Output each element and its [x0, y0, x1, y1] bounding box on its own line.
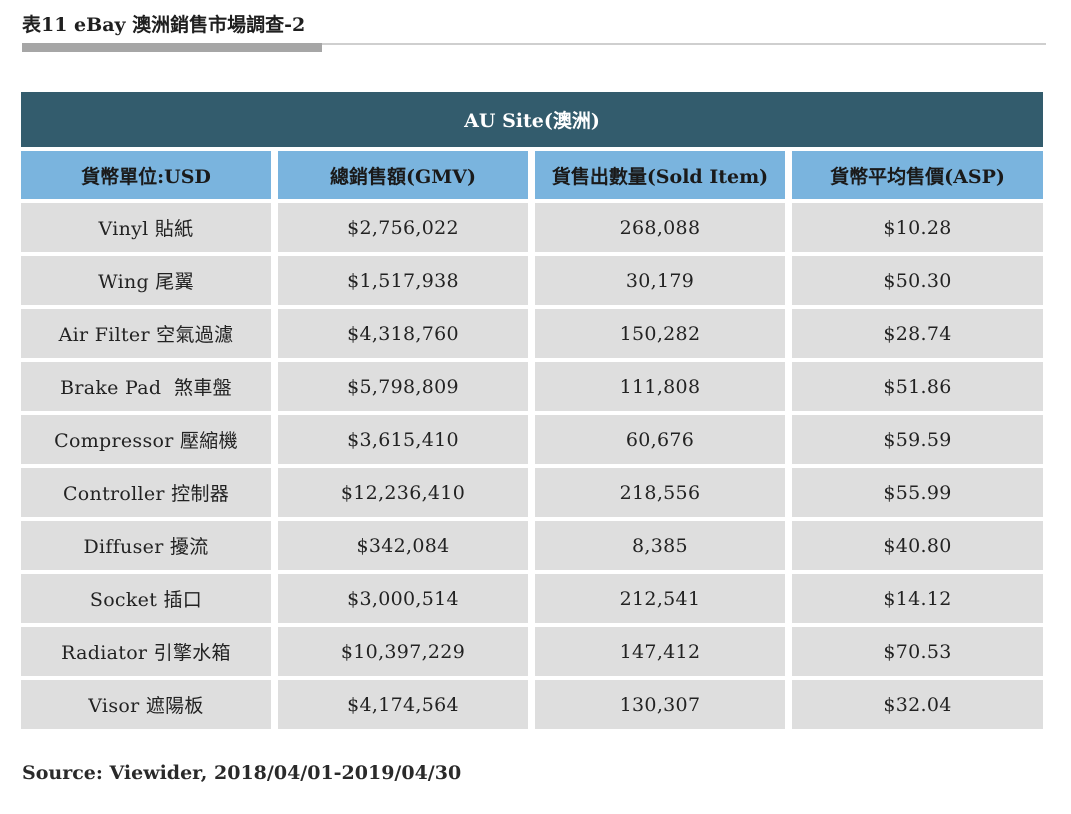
cell-gmv: $10,397,229	[278, 627, 528, 676]
cell-gmv: $4,318,760	[278, 309, 528, 358]
cell-product: Socket 插口	[21, 574, 271, 623]
cell-asp: $50.30	[792, 256, 1043, 305]
cell-sold-items: 268,088	[535, 203, 785, 252]
cell-gmv: $4,174,564	[278, 680, 528, 729]
cell-product: Visor 遮陽板	[21, 680, 271, 729]
title-underline	[22, 43, 1046, 45]
table-row: Vinyl 貼紙 $2,756,022 268,088 $10.28	[21, 203, 1043, 252]
table-row: Diffuser 擾流 $342,084 8,385 $40.80	[21, 521, 1043, 570]
cell-product: Wing 尾翼	[21, 256, 271, 305]
cell-asp: $70.53	[792, 627, 1043, 676]
cell-sold-items: 111,808	[535, 362, 785, 411]
cell-sold-items: 218,556	[535, 468, 785, 517]
cell-product: Vinyl 貼紙	[21, 203, 271, 252]
cell-sold-items: 30,179	[535, 256, 785, 305]
cell-gmv: $2,756,022	[278, 203, 528, 252]
column-header-currency: 貨幣單位:USD	[21, 151, 271, 199]
table-row: Radiator 引擎水箱 $10,397,229 147,412 $70.53	[21, 627, 1043, 676]
cell-asp: $14.12	[792, 574, 1043, 623]
cell-sold-items: 60,676	[535, 415, 785, 464]
cell-sold-items: 150,282	[535, 309, 785, 358]
cell-asp: $51.86	[792, 362, 1043, 411]
sales-table: AU Site(澳洲) 貨幣單位:USD 總銷售額(GMV) 貨售出數量(Sol…	[21, 92, 1043, 729]
cell-product: Air Filter 空氣過濾	[21, 309, 271, 358]
cell-gmv: $3,000,514	[278, 574, 528, 623]
cell-gmv: $1,517,938	[278, 256, 528, 305]
table-row: Visor 遮陽板 $4,174,564 130,307 $32.04	[21, 680, 1043, 729]
column-header-sold-items: 貨售出數量(Sold Item)	[535, 151, 785, 199]
cell-gmv: $342,084	[278, 521, 528, 570]
table-row: Air Filter 空氣過濾 $4,318,760 150,282 $28.7…	[21, 309, 1043, 358]
column-header-asp: 貨幣平均售價(ASP)	[792, 151, 1043, 199]
column-header-gmv: 總銷售額(GMV)	[278, 151, 528, 199]
cell-product: Brake Pad 煞車盤	[21, 362, 271, 411]
table-row: Compressor 壓縮機 $3,615,410 60,676 $59.59	[21, 415, 1043, 464]
source-note: Source: Viewider, 2018/04/01-2019/04/30	[22, 762, 462, 784]
cell-product: Diffuser 擾流	[21, 521, 271, 570]
title-underline-accent	[22, 43, 322, 52]
cell-sold-items: 147,412	[535, 627, 785, 676]
cell-gmv: $12,236,410	[278, 468, 528, 517]
cell-product: Controller 控制器	[21, 468, 271, 517]
column-header-row: 貨幣單位:USD 總銷售額(GMV) 貨售出數量(Sold Item) 貨幣平均…	[21, 151, 1043, 199]
cell-sold-items: 212,541	[535, 574, 785, 623]
table-title: 表11 eBay 澳洲銷售市場調查-2	[22, 14, 306, 36]
cell-asp: $32.04	[792, 680, 1043, 729]
cell-asp: $40.80	[792, 521, 1043, 570]
cell-asp: $28.74	[792, 309, 1043, 358]
cell-gmv: $3,615,410	[278, 415, 528, 464]
table-row: Wing 尾翼 $1,517,938 30,179 $50.30	[21, 256, 1043, 305]
cell-product: Compressor 壓縮機	[21, 415, 271, 464]
site-header: AU Site(澳洲)	[21, 92, 1043, 147]
cell-sold-items: 130,307	[535, 680, 785, 729]
cell-asp: $55.99	[792, 468, 1043, 517]
table-row: Socket 插口 $3,000,514 212,541 $14.12	[21, 574, 1043, 623]
table-row: Controller 控制器 $12,236,410 218,556 $55.9…	[21, 468, 1043, 517]
cell-asp: $10.28	[792, 203, 1043, 252]
cell-sold-items: 8,385	[535, 521, 785, 570]
cell-gmv: $5,798,809	[278, 362, 528, 411]
cell-asp: $59.59	[792, 415, 1043, 464]
table-row: Brake Pad 煞車盤 $5,798,809 111,808 $51.86	[21, 362, 1043, 411]
cell-product: Radiator 引擎水箱	[21, 627, 271, 676]
